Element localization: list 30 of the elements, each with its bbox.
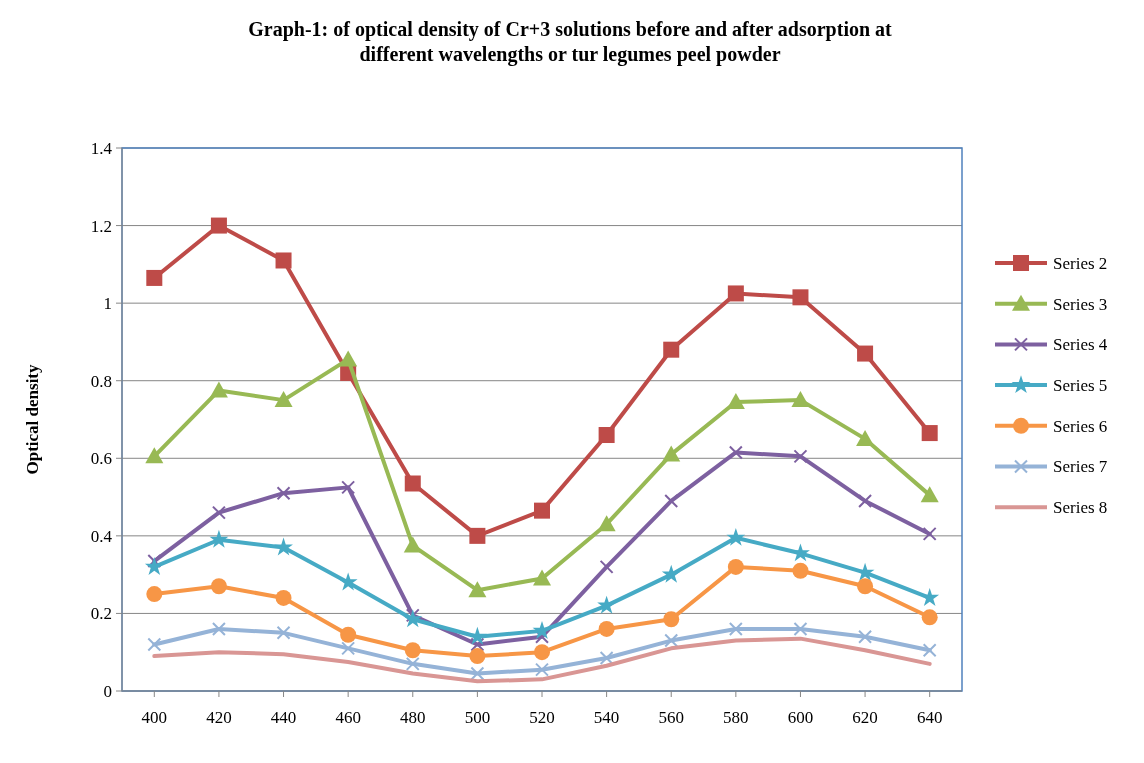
x-tick-label: 560 xyxy=(658,708,684,727)
chart-title: Graph-1: of optical density of Cr+3 solutions before and after adsorption at different wavelengths or tur legumes peel powder xyxy=(248,18,893,66)
x-tick-label: 500 xyxy=(464,708,491,727)
x-tick-label: 580 xyxy=(723,708,749,727)
x-tick-label: 600 xyxy=(787,708,814,727)
x-tick-label: 540 xyxy=(593,708,620,727)
x-tick-label: 640 xyxy=(916,708,943,727)
y-tick-label: 0.2 xyxy=(90,604,112,624)
legend-label: Series 2 xyxy=(1053,253,1108,273)
x-tick-label: 420 xyxy=(206,708,232,727)
legend-label: Series 4 xyxy=(1053,335,1108,355)
y-tick-label: 1.2 xyxy=(90,216,112,236)
y-axis-title: Optical density xyxy=(23,363,42,475)
y-tick-label: 0.4 xyxy=(90,526,113,546)
y-tick-label: 1 xyxy=(103,294,112,314)
x-tick-label: 480 xyxy=(400,708,426,727)
y-tick-label: 0 xyxy=(103,681,112,701)
legend-label: Series 5 xyxy=(1053,376,1108,396)
legend-label: Series 8 xyxy=(1053,498,1108,518)
x-tick-label: 620 xyxy=(852,708,878,727)
x-tick-label: 440 xyxy=(270,708,297,727)
x-tick-label: 400 xyxy=(141,708,168,727)
y-tick-label: 1.4 xyxy=(90,138,113,158)
legend-label: Series 3 xyxy=(1053,294,1108,314)
legend-label: Series 7 xyxy=(1053,457,1108,477)
x-tick-label: 460 xyxy=(335,708,361,727)
y-tick-label: 0.8 xyxy=(90,371,112,391)
x-tick-label: 520 xyxy=(529,708,555,727)
legend-label: Series 6 xyxy=(1053,416,1108,436)
y-tick-label: 0.6 xyxy=(90,449,112,469)
